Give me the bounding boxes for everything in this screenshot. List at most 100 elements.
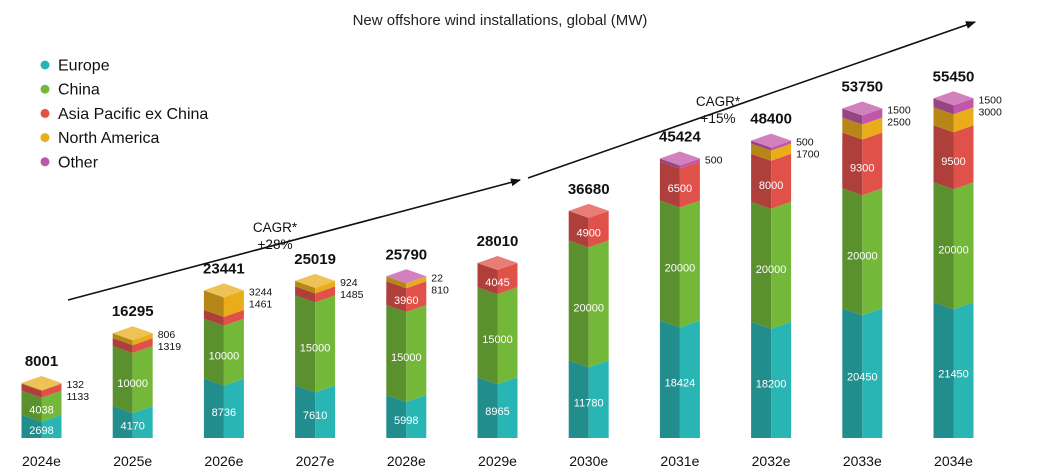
bar-face-right [771,153,792,209]
side-value-label: 22 [431,272,443,284]
bar-face-right [771,140,792,151]
bar-face-left [659,200,680,328]
segment-value-label: 21450 [938,369,969,381]
total-label: 28010 [477,233,519,250]
legend: Europe China Asia Pacific ex China North Am… [40,58,208,171]
bar-face-right [953,98,974,115]
bar-top-cap [112,326,153,341]
bar-face-right [771,143,792,161]
bar-face-left [568,240,589,368]
bar-segment-north-america [751,143,792,161]
side-value-label: 1461 [249,298,273,310]
bar-face-left [933,107,954,133]
bar-top-cap [842,101,883,116]
bar-segment-europe [386,395,427,438]
bar-top-cap [751,133,792,148]
bar-face-left [203,309,224,326]
side-value-label: 810 [431,284,449,296]
bar-segment-asia-pacific-ex-china [568,210,609,248]
bar-segment-europe [21,414,62,438]
bar-segment-north-america [21,382,62,391]
bar-segment-china [203,318,244,386]
bar-face-right [862,188,883,316]
bar-segment-china [21,390,62,422]
bar-segment-other [842,108,883,125]
bar-segment-asia-pacific-ex-china [751,153,792,209]
bar-segment-asia-pacific-ex-china [659,161,700,208]
bar-face-right [41,383,62,398]
segment-value-label: 18424 [665,378,696,390]
bar-2032e [751,133,792,438]
bar-segment-north-america [842,117,883,140]
legend-label: Other [58,154,99,171]
bar-face-right [406,276,427,284]
bar-segment-europe [477,377,518,438]
cagr-annotation: CAGR* +15% [527,21,976,179]
legend-item-north-america: North America [40,130,159,147]
segment-value-label: 3960 [394,295,418,307]
segment-value-label: 20000 [665,262,696,274]
total-label: 25790 [385,246,427,263]
bar-top-cap [386,269,427,284]
bar-face-right [679,161,700,208]
bar-2028e [386,269,427,438]
bar-face-left [842,132,863,196]
total-label: 23441 [203,260,245,277]
bar-face-left [477,262,498,295]
cagr-arrow [67,178,521,301]
segment-value-label: 7610 [303,410,327,422]
bar-segment-europe [203,378,244,438]
bar-segment-china [659,200,700,328]
side-value-label: 924 [340,277,358,289]
bar-face-left [203,318,224,386]
segment-value-label: 9300 [850,162,874,174]
bar-face-right [406,305,427,403]
bar-face-right [862,308,883,438]
bar-segment-china [751,201,792,329]
segment-value-label: 15000 [300,342,331,354]
legend-swatch [40,157,50,167]
bar-top-cap [295,273,336,288]
segment-value-label: 4045 [485,277,509,289]
bar-face-left [477,377,498,438]
bar-face-right [315,286,336,303]
bar-face-left [203,378,224,438]
bar-segment-north-america [203,290,244,317]
side-value-label: 2500 [887,117,911,129]
legend-item-asia-pacific-ex-china: Asia Pacific ex China [40,106,208,123]
bar-face-right [315,385,336,438]
bar-segment-asia-pacific-ex-china [21,383,62,398]
bar-segment-asia-pacific-ex-china [842,132,883,196]
category-label: 2026e [204,453,243,469]
category-label: 2027e [296,453,335,469]
bar-segment-europe [659,320,700,438]
bar-face-right [406,281,427,313]
side-value-label: 1319 [158,341,182,353]
bar-face-left [933,125,954,190]
bar-face-right [862,108,883,125]
legend-swatch [40,60,50,70]
bar-face-right [679,158,700,169]
total-label: 48400 [750,111,792,128]
segment-value-label: 4170 [120,420,144,432]
bar-face-left [21,382,42,391]
bar-face-left [568,360,589,438]
segment-value-label: 20450 [847,372,878,384]
bar-face-right [223,378,244,438]
cagr-annotation: CAGR* +28% [67,178,521,301]
bar-face-left [842,188,863,316]
segment-value-label: 11780 [574,398,604,410]
bar-face-left [933,182,954,310]
bar-face-right [497,287,518,385]
bar-face-left [659,161,680,208]
bar-segment-europe [842,308,883,438]
bar-face-left [112,333,133,346]
bar-segment-china [842,188,883,316]
bar-face-left [751,321,772,438]
total-label: 16295 [112,303,154,320]
bar-face-right [41,382,62,391]
bar-segment-asia-pacific-ex-china [295,286,336,303]
bar-face-right [497,377,518,438]
bar-face-right [497,262,518,295]
bar-2024e [21,375,62,438]
